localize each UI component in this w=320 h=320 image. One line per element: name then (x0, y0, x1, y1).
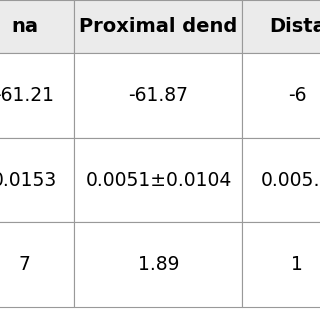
Text: na: na (11, 17, 38, 36)
Text: Proximal dend: Proximal dend (79, 17, 238, 36)
Text: -61.21: -61.21 (0, 86, 54, 105)
Bar (0, 53, 75, 138)
Text: 7: 7 (19, 255, 30, 274)
Bar (75, 53, 243, 138)
Bar (243, 53, 320, 138)
Text: -6: -6 (288, 86, 307, 105)
Bar (75, 0, 243, 53)
Bar (0, 0, 75, 53)
Bar (243, 138, 320, 222)
Text: Dista: Dista (269, 17, 320, 36)
Text: 1: 1 (291, 255, 303, 274)
Bar (0, 138, 75, 222)
Text: 0.0153: 0.0153 (0, 171, 57, 189)
Bar (243, 222, 320, 307)
Text: 1.89: 1.89 (138, 255, 179, 274)
Text: -61.87: -61.87 (128, 86, 188, 105)
Bar (0, 222, 75, 307)
Text: 0.0051±0.0104: 0.0051±0.0104 (85, 171, 232, 189)
Text: 0.005…: 0.005… (261, 171, 320, 189)
Bar (243, 0, 320, 53)
Bar (75, 222, 243, 307)
Bar (75, 138, 243, 222)
